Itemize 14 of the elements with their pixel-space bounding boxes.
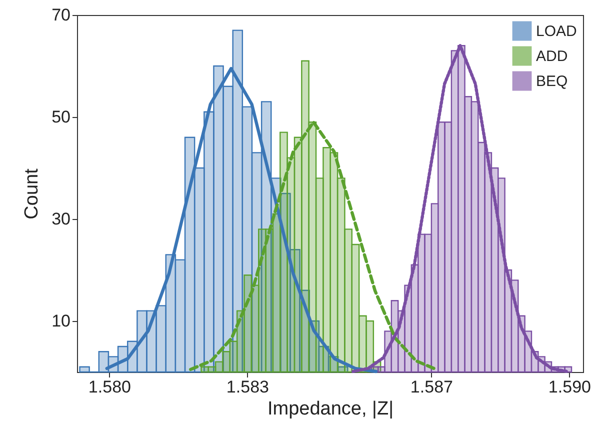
y-axis-title: Count bbox=[22, 168, 43, 220]
x-tick-label: 1.583 bbox=[226, 378, 269, 396]
legend-label: LOAD bbox=[536, 23, 578, 40]
x-tick-label: 1.590 bbox=[548, 378, 591, 396]
x-tick-label: 1.587 bbox=[410, 378, 453, 396]
x-axis-title: Impedance, |Z| bbox=[267, 398, 394, 420]
y-tick-label: 10 bbox=[52, 312, 70, 330]
legend-label: ADD bbox=[536, 48, 568, 65]
y-tick-label: 50 bbox=[52, 108, 70, 126]
line-series bbox=[189, 120, 438, 372]
legend-label: BEQ bbox=[536, 73, 568, 90]
y-tick-label: 70 bbox=[52, 6, 70, 24]
x-tick-label: 1.580 bbox=[88, 378, 131, 396]
y-tick-label: 30 bbox=[52, 210, 70, 228]
